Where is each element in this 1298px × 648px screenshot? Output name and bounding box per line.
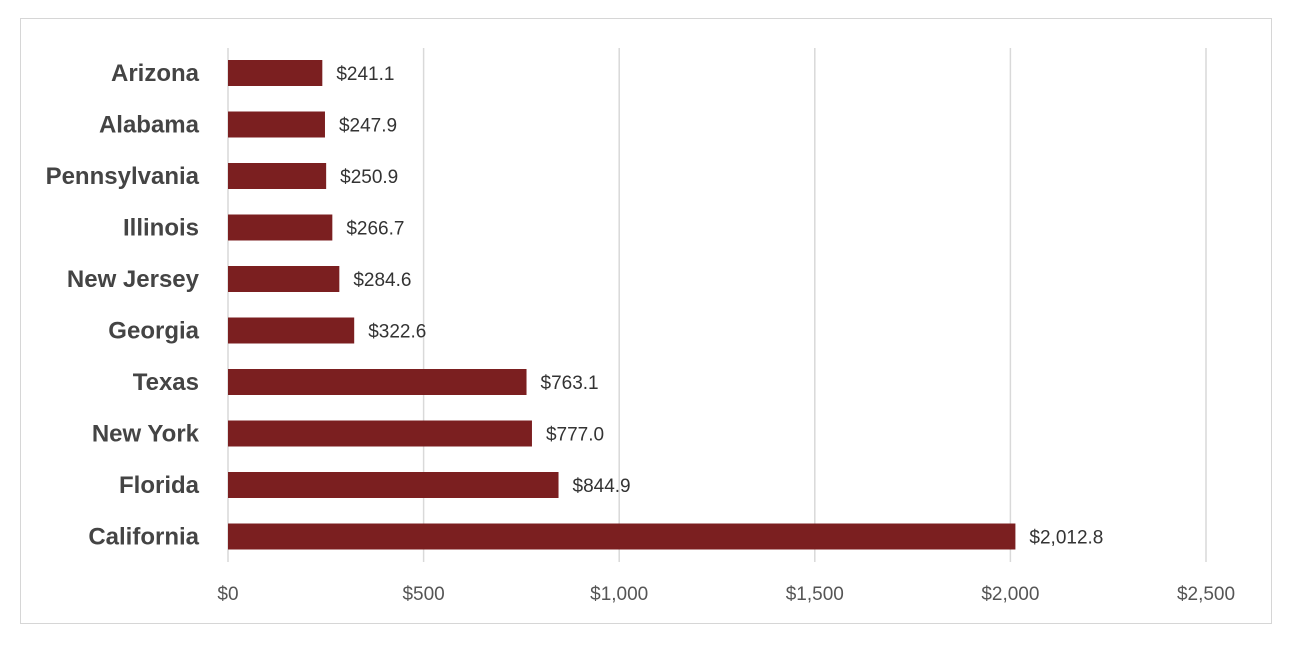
data-label: $763.1 <box>541 373 599 394</box>
bar <box>228 163 327 189</box>
data-label: $250.9 <box>340 167 398 188</box>
bar <box>228 214 333 241</box>
bar <box>228 60 323 86</box>
bar <box>228 111 325 138</box>
data-label: $844.9 <box>573 476 631 497</box>
data-label: $322.6 <box>368 322 426 343</box>
data-label: $284.6 <box>353 270 411 291</box>
x-tick-label: $2,000 <box>981 584 1039 605</box>
category-label: Pennsylvania <box>46 163 200 190</box>
category-label: Arizona <box>111 60 200 87</box>
x-tick-label: $0 <box>217 584 238 605</box>
category-label: Texas <box>133 369 199 396</box>
x-tick-label: $2,500 <box>1177 584 1235 605</box>
data-label: $777.0 <box>546 425 604 446</box>
x-tick-label: $1,500 <box>786 584 844 605</box>
bar <box>228 523 1016 550</box>
category-label: New York <box>92 421 200 448</box>
bar <box>228 369 527 395</box>
data-label: $2,012.8 <box>1029 528 1103 549</box>
bar <box>228 317 355 344</box>
data-label: $247.9 <box>339 116 397 137</box>
data-label: $241.1 <box>336 64 394 85</box>
bar <box>228 420 532 447</box>
category-label: Florida <box>119 472 200 499</box>
category-label: California <box>88 524 199 551</box>
bar <box>228 266 340 292</box>
x-tick-label: $1,000 <box>590 584 648 605</box>
category-label: Illinois <box>123 215 199 242</box>
category-label: Alabama <box>99 112 200 139</box>
category-label: New Jersey <box>67 266 200 293</box>
bar <box>228 472 559 498</box>
x-tick-label: $500 <box>402 584 444 605</box>
category-label: Georgia <box>108 318 199 345</box>
data-label: $266.7 <box>346 219 404 240</box>
